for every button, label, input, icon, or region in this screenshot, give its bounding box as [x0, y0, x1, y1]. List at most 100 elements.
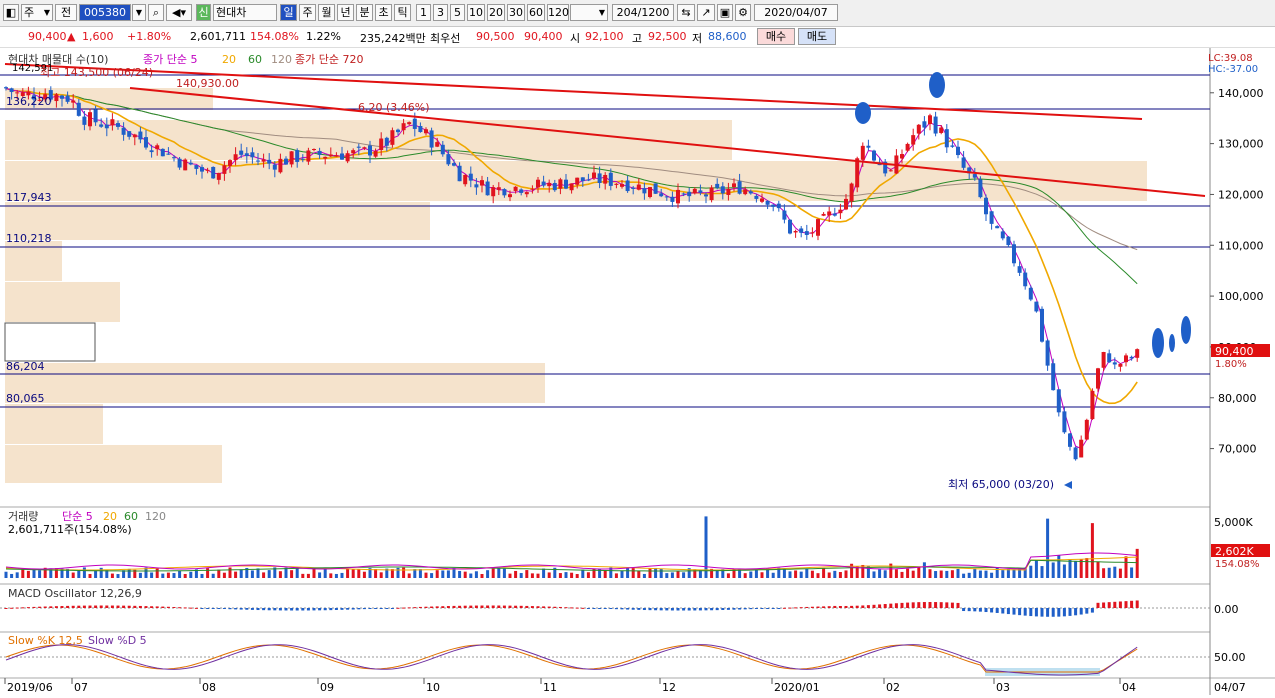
period-tab-4[interactable]: 분: [356, 4, 373, 21]
marker-oval[interactable]: [1169, 334, 1175, 352]
volume-bar: [452, 568, 456, 578]
buy-button[interactable]: 매수: [757, 28, 795, 45]
period-tab-6[interactable]: 틱: [394, 4, 411, 21]
candle-body: [1068, 433, 1072, 447]
date-field[interactable]: 2020/04/07: [754, 4, 838, 21]
candle-body: [928, 115, 932, 125]
unit-select[interactable]: ▼: [570, 4, 608, 21]
stock-chart[interactable]: 현대차 매물대 수(10) 종가 단순 5 20 60 120 종가 단순 72…: [0, 48, 1275, 695]
search-icon[interactable]: ⌕: [148, 4, 164, 21]
code-dropdown-icon[interactable]: ▼: [132, 4, 146, 21]
candle-body: [340, 153, 344, 160]
save-icon[interactable]: ▣: [717, 4, 733, 21]
stock-name-field[interactable]: 현대차: [213, 4, 277, 21]
count-tab-3[interactable]: 3: [433, 4, 448, 21]
candle-body: [911, 135, 916, 145]
candle-body: [76, 102, 81, 116]
volume-bar: [721, 569, 725, 578]
period-tab-3[interactable]: 년: [337, 4, 354, 21]
candle-body: [961, 157, 966, 168]
chart-window-icon[interactable]: ◧: [3, 4, 19, 21]
count-tab-5[interactable]: 5: [450, 4, 465, 21]
period-select[interactable]: 주 ▼: [21, 4, 53, 21]
volume-bar: [1113, 566, 1117, 578]
volume-bar: [323, 569, 327, 578]
candle-body: [368, 145, 372, 156]
macd-bar: [659, 608, 663, 611]
macd-bar: [598, 608, 602, 609]
chart-area[interactable]: 현대차 매물대 수(10) 종가 단순 5 20 60 120 종가 단순 72…: [0, 48, 1275, 695]
prefix-select[interactable]: 전: [55, 4, 77, 21]
candle-body: [933, 116, 938, 134]
macd-bar: [558, 606, 562, 608]
volume-bar: [682, 572, 686, 578]
candle-body: [597, 173, 602, 183]
candle-body: [709, 187, 714, 201]
gear-icon[interactable]: ⚙: [735, 4, 751, 21]
stock-code-input[interactable]: 005380: [79, 4, 131, 21]
candle-body: [944, 129, 949, 148]
volume-bar: [861, 564, 865, 578]
marker-oval[interactable]: [855, 102, 871, 124]
candle-body: [1062, 411, 1067, 433]
candle-body: [838, 209, 843, 214]
y-tick-label: 130,000: [1218, 138, 1264, 151]
macd-bar: [256, 608, 260, 611]
macd-bar: [1074, 608, 1078, 616]
macd-bar: [1062, 608, 1066, 617]
macd-bar: [514, 605, 518, 608]
marker-oval[interactable]: [929, 72, 945, 98]
period-tab-5[interactable]: 초: [375, 4, 392, 21]
macd-bar: [738, 608, 742, 610]
count-tab-60[interactable]: 60: [527, 4, 545, 21]
chart-type-icon[interactable]: ↗: [697, 4, 715, 21]
count-field[interactable]: 204/1200: [612, 4, 674, 21]
candle-body: [765, 200, 770, 205]
candle-body: [177, 158, 182, 168]
volume-bar: [390, 569, 394, 578]
macd-bar: [1046, 608, 1050, 617]
y-tick-label: 70,000: [1218, 443, 1257, 456]
volume-bar: [239, 569, 243, 578]
candle-body: [1090, 390, 1095, 420]
sell-button[interactable]: 매도: [798, 28, 836, 45]
candle-body: [569, 183, 574, 191]
period-tab-0[interactable]: 일: [280, 4, 297, 21]
count-tab-20[interactable]: 20: [487, 4, 505, 21]
count-tab-30[interactable]: 30: [507, 4, 525, 21]
macd-bar: [161, 606, 165, 608]
stoch-ytick: 50.00: [1214, 651, 1246, 664]
macd-bar: [536, 606, 540, 608]
volume-bar: [189, 571, 193, 578]
compare-icon[interactable]: ⇆: [677, 4, 695, 21]
macd-bar: [939, 602, 943, 608]
macd-bar: [441, 606, 445, 608]
period-tab-2[interactable]: 월: [318, 4, 335, 21]
macd-bar: [228, 608, 232, 610]
speaker-icon[interactable]: ◀▾: [166, 4, 192, 21]
candle-body: [474, 184, 479, 188]
marker-oval[interactable]: [1181, 316, 1191, 344]
volume-bar: [782, 568, 786, 578]
candle-body: [15, 92, 20, 94]
volume-bar: [133, 569, 137, 578]
macd-bar: [99, 605, 103, 608]
volume-bar: [396, 567, 400, 578]
count-tab-1[interactable]: 1: [416, 4, 431, 21]
volume-bar: [368, 568, 372, 578]
candle-body: [93, 109, 98, 123]
candle-body: [200, 167, 204, 172]
x-tick-label: 08: [202, 681, 216, 694]
marker-oval[interactable]: [1152, 328, 1164, 358]
macd-bar: [1051, 608, 1055, 617]
price-legend-ma720: 종가 단순 720: [295, 53, 363, 66]
period-tab-1[interactable]: 주: [299, 4, 316, 21]
volume-bar: [766, 567, 770, 578]
count-tab-10[interactable]: 10: [467, 4, 485, 21]
x-tick-label: 09: [320, 681, 334, 694]
macd-bar: [82, 605, 86, 608]
candle-body: [104, 124, 109, 129]
count-tab-120[interactable]: 120: [547, 4, 569, 21]
candle-body: [351, 150, 356, 154]
volume-bar: [99, 567, 103, 578]
